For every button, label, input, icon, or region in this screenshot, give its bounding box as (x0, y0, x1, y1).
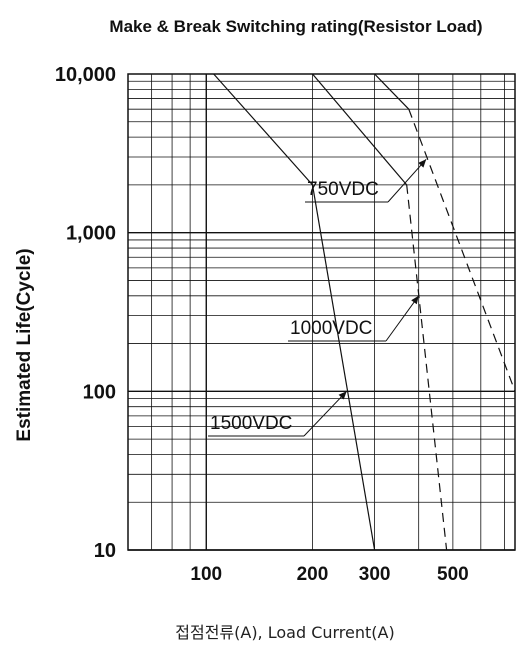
y-tick-label: 100 (83, 381, 116, 403)
tick-labels: 10 100 1,000 10,000 100 200 300 500 (55, 64, 469, 585)
annotation-leader (303, 390, 348, 437)
x-tick-label: 100 (190, 564, 222, 585)
annotation-1500vdc: 1500VDC (210, 413, 292, 434)
series-1000vdc-solid (312, 73, 408, 186)
chart-title: Make & Break Switching rating(Resistor L… (109, 17, 482, 36)
series-750vdc-dashed (408, 108, 516, 392)
y-tick-label: 1,000 (66, 223, 116, 245)
series-1000vdc-dashed (406, 184, 448, 551)
arrowhead (418, 159, 427, 168)
x-tick-label: 500 (437, 564, 469, 585)
series-lines (213, 73, 516, 551)
y-tick-label: 10 (94, 540, 116, 562)
annotation-1000vdc: 1000VDC (290, 318, 372, 339)
y-tick-label: 10,000 (55, 64, 116, 86)
y-axis-label: Estimated Life(Cycle) (14, 248, 35, 441)
annotation-leader (385, 295, 420, 342)
x-axis-label: 접점전류(A), Load Current(A) (175, 623, 394, 642)
plot-frame (127, 73, 516, 551)
x-tick-label: 300 (359, 564, 391, 585)
x-tick-label: 200 (297, 564, 329, 585)
annotations: 750VDC 1000VDC 1500VDC (208, 158, 427, 437)
annotation-750vdc: 750VDC (307, 179, 379, 200)
arrowhead (411, 295, 419, 305)
arrowhead (338, 391, 347, 400)
series-750vdc-solid (374, 73, 410, 110)
annotation-leader (387, 158, 427, 203)
series-1500vdc-solid (213, 73, 376, 551)
grid (128, 74, 515, 551)
